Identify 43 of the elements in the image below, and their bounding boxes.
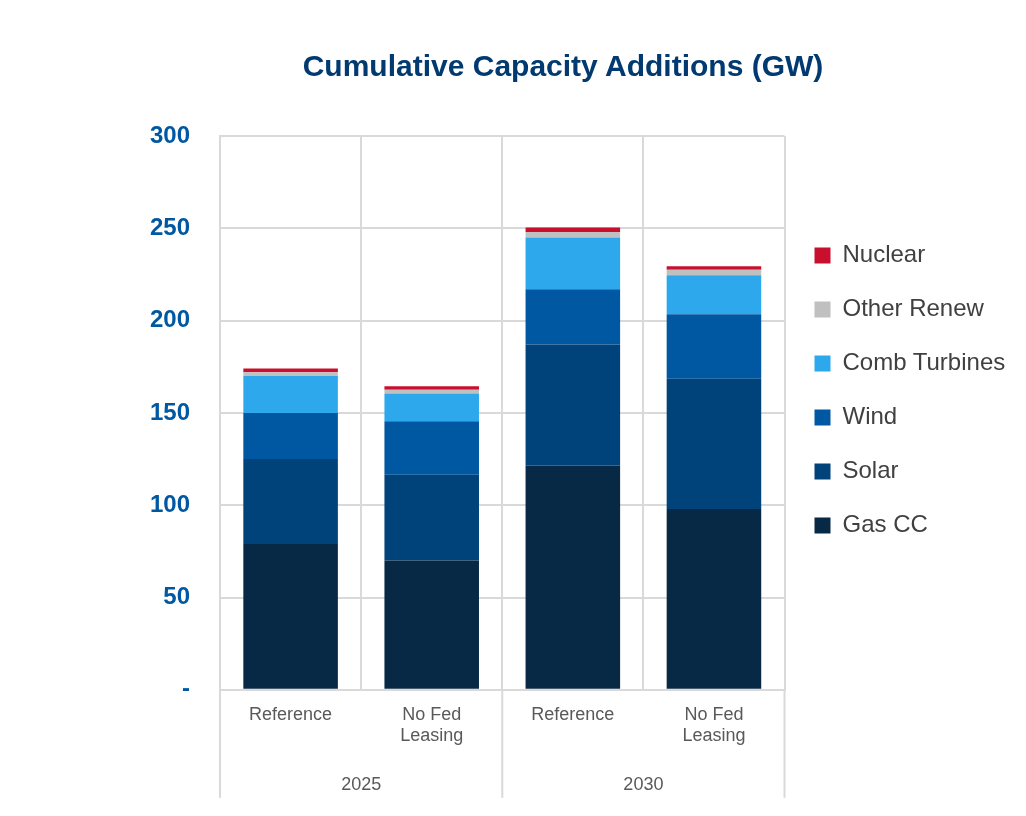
x-tick-label: Reference [531,703,615,724]
bar [666,314,762,379]
bar [666,378,762,509]
bar [243,412,338,460]
x-tick-label: No Fed Leasing [400,703,464,746]
legend-label: Solar [842,456,899,484]
chart-title: Cumulative Capacity Additions (GW) [302,49,824,83]
y-tick-label: 100 [150,489,191,517]
legend-label: Other Renew [842,294,985,322]
bar [666,508,762,689]
bar [666,266,762,270]
bar [525,231,621,238]
bar [243,459,338,544]
bar [525,344,621,466]
bar [243,543,338,689]
text: 2025 [341,773,382,794]
bar [243,375,338,413]
legend-label: Nuclear [842,240,926,268]
legend-label: Gas CC [842,510,928,538]
bar [384,421,479,475]
y-tick-label: 250 [150,212,191,240]
y-tick-label: 200 [150,305,191,333]
bar [666,269,762,276]
y-tick-label: - [182,674,191,702]
x-tick-label: No Fed Leasing [682,703,746,746]
x-tick-label: Reference [249,703,333,724]
legend-label: Wind [842,402,898,430]
bar [243,372,338,376]
bar [525,465,621,689]
bar [384,393,479,422]
bar [525,237,621,290]
bar [384,474,479,561]
y-tick-label: 300 [150,120,191,148]
bar [384,386,479,390]
text: 2030 [623,773,664,794]
y-tick-label: 150 [150,397,191,425]
legend-label: Comb Turbines [842,348,1006,376]
bar [666,275,762,315]
bar [384,389,479,394]
bar [384,560,479,689]
bar [525,227,621,232]
y-tick-label: 50 [163,582,191,610]
bar [525,289,621,345]
